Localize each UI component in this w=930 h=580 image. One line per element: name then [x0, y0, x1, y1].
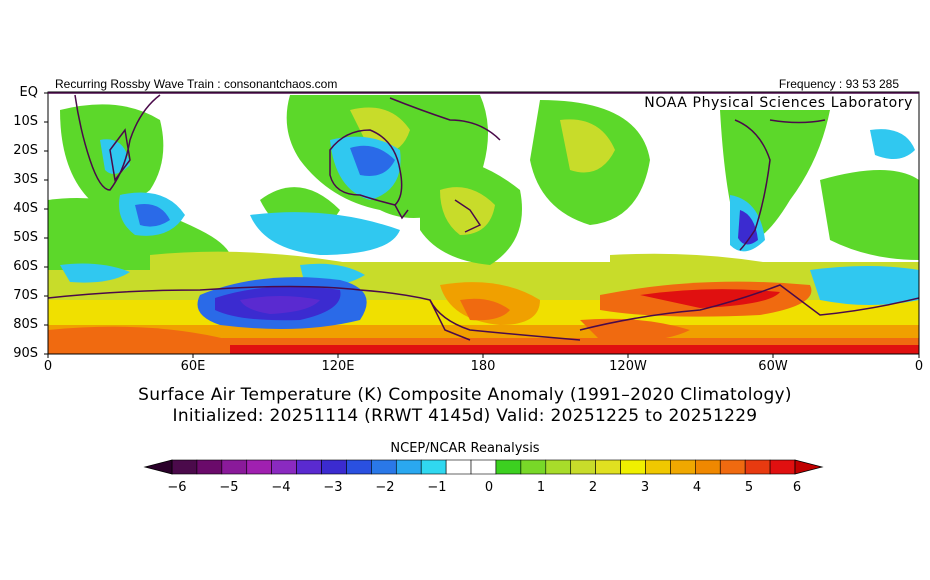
- lon-label: 120W: [609, 359, 647, 374]
- anomaly-field: [48, 92, 919, 354]
- colorbar-swatch: [495, 459, 522, 475]
- colorbar-swatch: [620, 459, 646, 475]
- org-label: NOAA Physical Sciences Laboratory: [644, 95, 913, 111]
- colorbar-label: 5: [744, 480, 754, 495]
- colorbar-swatch: [445, 459, 472, 475]
- map-subtitle: Initialized: 20251114 (RRWT 4145d) Valid…: [172, 406, 758, 426]
- lon-label: 180: [470, 359, 496, 374]
- colorbar-label: 0: [484, 480, 494, 495]
- colorbar-label: −3: [323, 480, 343, 495]
- colorbar-swatch: [221, 459, 248, 475]
- colorbar-swatch: [670, 459, 696, 475]
- colorbar-right-arrow: [794, 459, 824, 475]
- lon-label: 0: [43, 359, 53, 374]
- lat-label: 40S: [13, 201, 38, 216]
- colorbar-label: 1: [536, 480, 546, 495]
- colorbar-swatch: [695, 459, 721, 475]
- colorbar-label: 3: [640, 480, 650, 495]
- lat-label: 20S: [13, 143, 38, 158]
- colorbar-label: −2: [375, 480, 395, 495]
- colorbar-swatch: [296, 459, 322, 475]
- colorbar-swatch: [595, 459, 621, 475]
- colorbar-swatch: [346, 459, 372, 475]
- colorbar-label: −4: [271, 480, 291, 495]
- lat-label: 90S: [13, 346, 38, 361]
- lat-label: EQ: [19, 85, 38, 100]
- colorbar-label: −5: [219, 480, 239, 495]
- axis-ticks: [44, 92, 920, 358]
- colorbar-swatch: [420, 459, 447, 475]
- colorbar-label: 2: [588, 480, 598, 495]
- colorbar-swatch: [171, 459, 198, 475]
- colorbar-swatch: [570, 459, 596, 475]
- lat-label: 60S: [13, 259, 38, 274]
- colorbar-swatch: [196, 459, 223, 475]
- header-frequency: Frequency : 93 53 285: [778, 77, 899, 91]
- colorbar-swatch: [271, 459, 297, 475]
- colorbar-label: 6: [792, 480, 802, 495]
- lat-label: 70S: [13, 288, 38, 303]
- colorbar-swatch: [769, 459, 796, 475]
- map-title: Surface Air Temperature (K) Composite An…: [138, 385, 792, 405]
- colorbar-swatch: [645, 459, 671, 475]
- colorbar-swatches: [171, 459, 796, 475]
- lat-label: 10S: [13, 114, 38, 129]
- coastlines: [48, 94, 919, 341]
- lon-label: 120E: [321, 359, 355, 374]
- lon-label: 60E: [180, 359, 206, 374]
- colorbar-swatch: [744, 459, 771, 475]
- lat-label: 50S: [13, 230, 38, 245]
- lat-label: 30S: [13, 172, 38, 187]
- colorbar-swatch: [371, 459, 397, 475]
- lon-label: 60W: [758, 359, 788, 374]
- colorbar-left-arrow: [143, 459, 173, 475]
- colorbar-title: NCEP/NCAR Reanalysis: [390, 441, 540, 456]
- colorbar-swatch: [520, 459, 547, 475]
- colorbar-swatch: [719, 459, 746, 475]
- colorbar-swatch: [545, 459, 572, 475]
- colorbar-swatch: [470, 459, 497, 475]
- colorbar-swatch: [321, 459, 347, 475]
- colorbar-label: 4: [692, 480, 702, 495]
- colorbar-swatch: [246, 459, 272, 475]
- colorbar-label: −1: [427, 480, 447, 495]
- lat-label: 80S: [13, 317, 38, 332]
- header-source: Recurring Rossby Wave Train : consonantc…: [55, 77, 338, 91]
- colorbar-label: −6: [167, 480, 187, 495]
- colorbar-swatch: [395, 459, 422, 475]
- lon-label: 0: [914, 359, 924, 374]
